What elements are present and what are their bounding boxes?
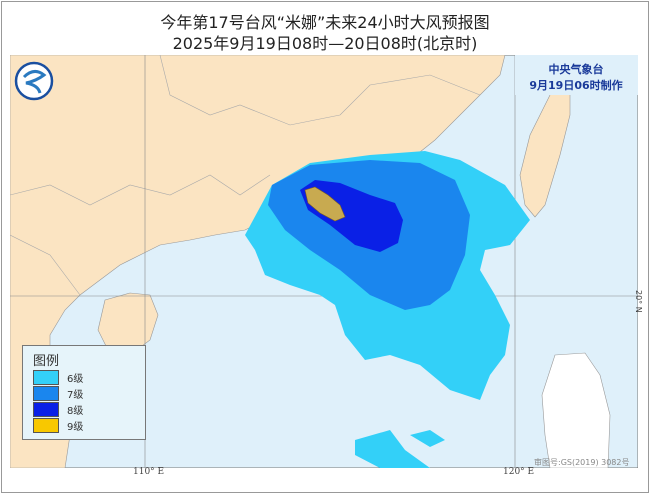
agency-label: 中央气象台 9月19日06时制作	[520, 62, 632, 94]
legend-swatch	[33, 402, 59, 417]
province-borders	[10, 55, 481, 296]
luzon-island	[541, 352, 611, 468]
hainan-island	[97, 292, 159, 356]
legend-swatch	[33, 418, 59, 433]
legend-label: 7级	[67, 390, 84, 401]
legend-item-8: 8级	[33, 402, 93, 417]
legend: 图例 6级 7级 8级 9级	[22, 345, 146, 440]
agency-name: 中央气象台	[548, 63, 604, 76]
legend-label: 8级	[67, 406, 84, 417]
wind-level-9-area	[304, 186, 346, 222]
taiwan-island	[519, 84, 571, 218]
legend-swatch	[33, 370, 59, 385]
legend-label: 9级	[67, 422, 84, 433]
map-approval-number: 审图号:GS(2019) 3082号	[534, 458, 630, 467]
legend-item-6: 6级	[33, 370, 93, 385]
lon-label-110: 110° E	[133, 467, 165, 477]
map-canvas	[10, 55, 638, 468]
issued-time: 9月19日06时制作	[529, 79, 623, 92]
map-title: 今年第17号台风“米娜”未来24小时大风预报图	[160, 13, 490, 32]
cma-logo	[14, 61, 54, 101]
lat-label-20: 20° N	[634, 290, 643, 313]
agency-box	[515, 55, 638, 95]
wind-level-6-area-south	[355, 430, 445, 468]
legend-swatch	[33, 386, 59, 401]
legend-item-7: 7级	[33, 386, 93, 401]
legend-label: 6级	[67, 374, 84, 385]
lon-label-120: 120° E	[503, 467, 535, 477]
map-subtitle: 2025年9月19日08时—20日08时(北京时)	[172, 34, 478, 53]
legend-title: 图例	[33, 354, 60, 369]
legend-item-9: 9级	[33, 418, 93, 433]
